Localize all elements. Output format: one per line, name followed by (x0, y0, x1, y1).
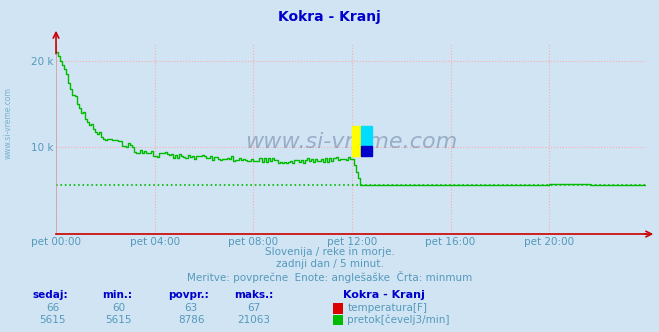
Text: 5615: 5615 (40, 315, 66, 325)
Text: 67: 67 (247, 303, 260, 313)
Text: www.si-vreme.com: www.si-vreme.com (4, 87, 13, 159)
Text: 8786: 8786 (178, 315, 204, 325)
Text: min.:: min.: (102, 290, 132, 300)
Text: 60: 60 (112, 303, 125, 313)
Text: pretok[čevelj3/min]: pretok[čevelj3/min] (347, 315, 450, 325)
Text: Kokra - Kranj: Kokra - Kranj (278, 10, 381, 24)
Bar (360, 145, 372, 156)
Text: Kokra - Kranj: Kokra - Kranj (343, 290, 424, 300)
Text: 63: 63 (185, 303, 198, 313)
Text: temperatura[F]: temperatura[F] (347, 303, 427, 313)
Text: povpr.:: povpr.: (168, 290, 209, 300)
Text: sedaj:: sedaj: (33, 290, 69, 300)
Bar (360, 126, 372, 145)
Text: Meritve: povprečne  Enote: anglešaške  Črta: minmum: Meritve: povprečne Enote: anglešaške Črt… (187, 271, 472, 283)
Text: 66: 66 (46, 303, 59, 313)
Text: maks.:: maks.: (234, 290, 273, 300)
Text: Slovenija / reke in morje.: Slovenija / reke in morje. (264, 247, 395, 257)
Text: 5615: 5615 (105, 315, 132, 325)
Text: www.si-vreme.com: www.si-vreme.com (244, 132, 457, 152)
Text: 21063: 21063 (237, 315, 270, 325)
Bar (352, 126, 360, 156)
Text: zadnji dan / 5 minut.: zadnji dan / 5 minut. (275, 259, 384, 269)
